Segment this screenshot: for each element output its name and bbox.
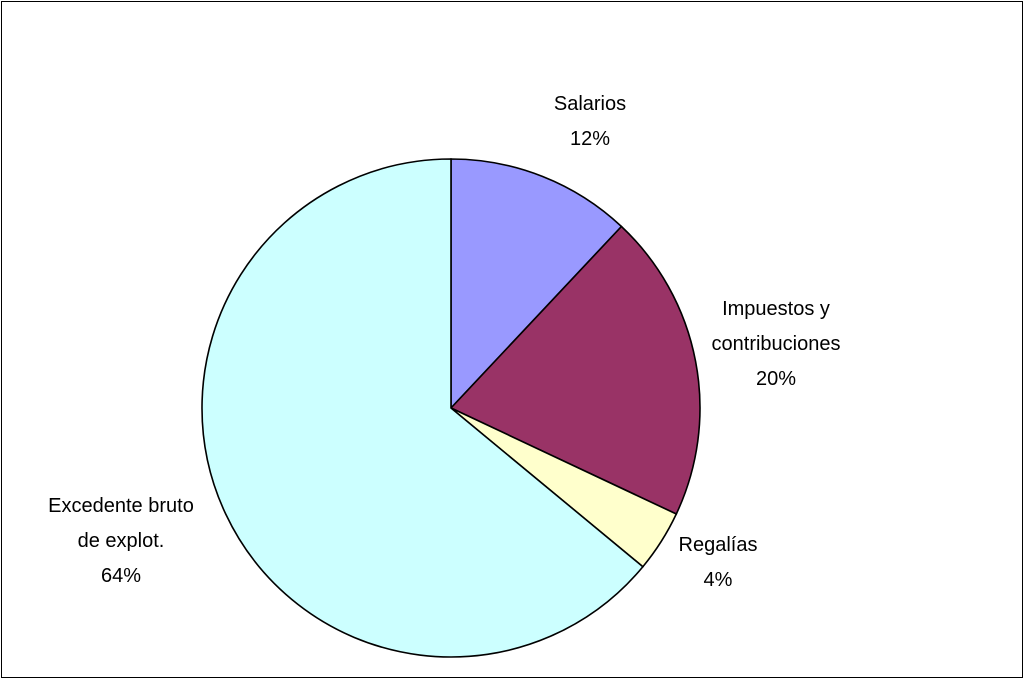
data-label-regalias: Regalías 4%	[679, 534, 758, 591]
percent-label: 12%	[570, 128, 610, 150]
category-label: Regalías	[679, 534, 758, 556]
data-label-impuestos-y-contribuciones: Impuestos y contribuciones 20%	[712, 298, 841, 390]
category-label: contribuciones	[712, 333, 841, 355]
percent-label: 20%	[756, 368, 796, 390]
data-label-excedente-bruto-de-explot: Excedente bruto de explot. 64%	[48, 495, 194, 587]
category-label: Salarios	[554, 93, 626, 115]
category-label: Excedente bruto	[48, 495, 194, 517]
percent-label: 64%	[101, 565, 141, 587]
percent-label: 4%	[704, 569, 733, 591]
category-label: de explot.	[78, 530, 165, 552]
data-label-salarios: Salarios 12%	[554, 93, 626, 150]
category-label: Impuestos y	[722, 298, 830, 320]
